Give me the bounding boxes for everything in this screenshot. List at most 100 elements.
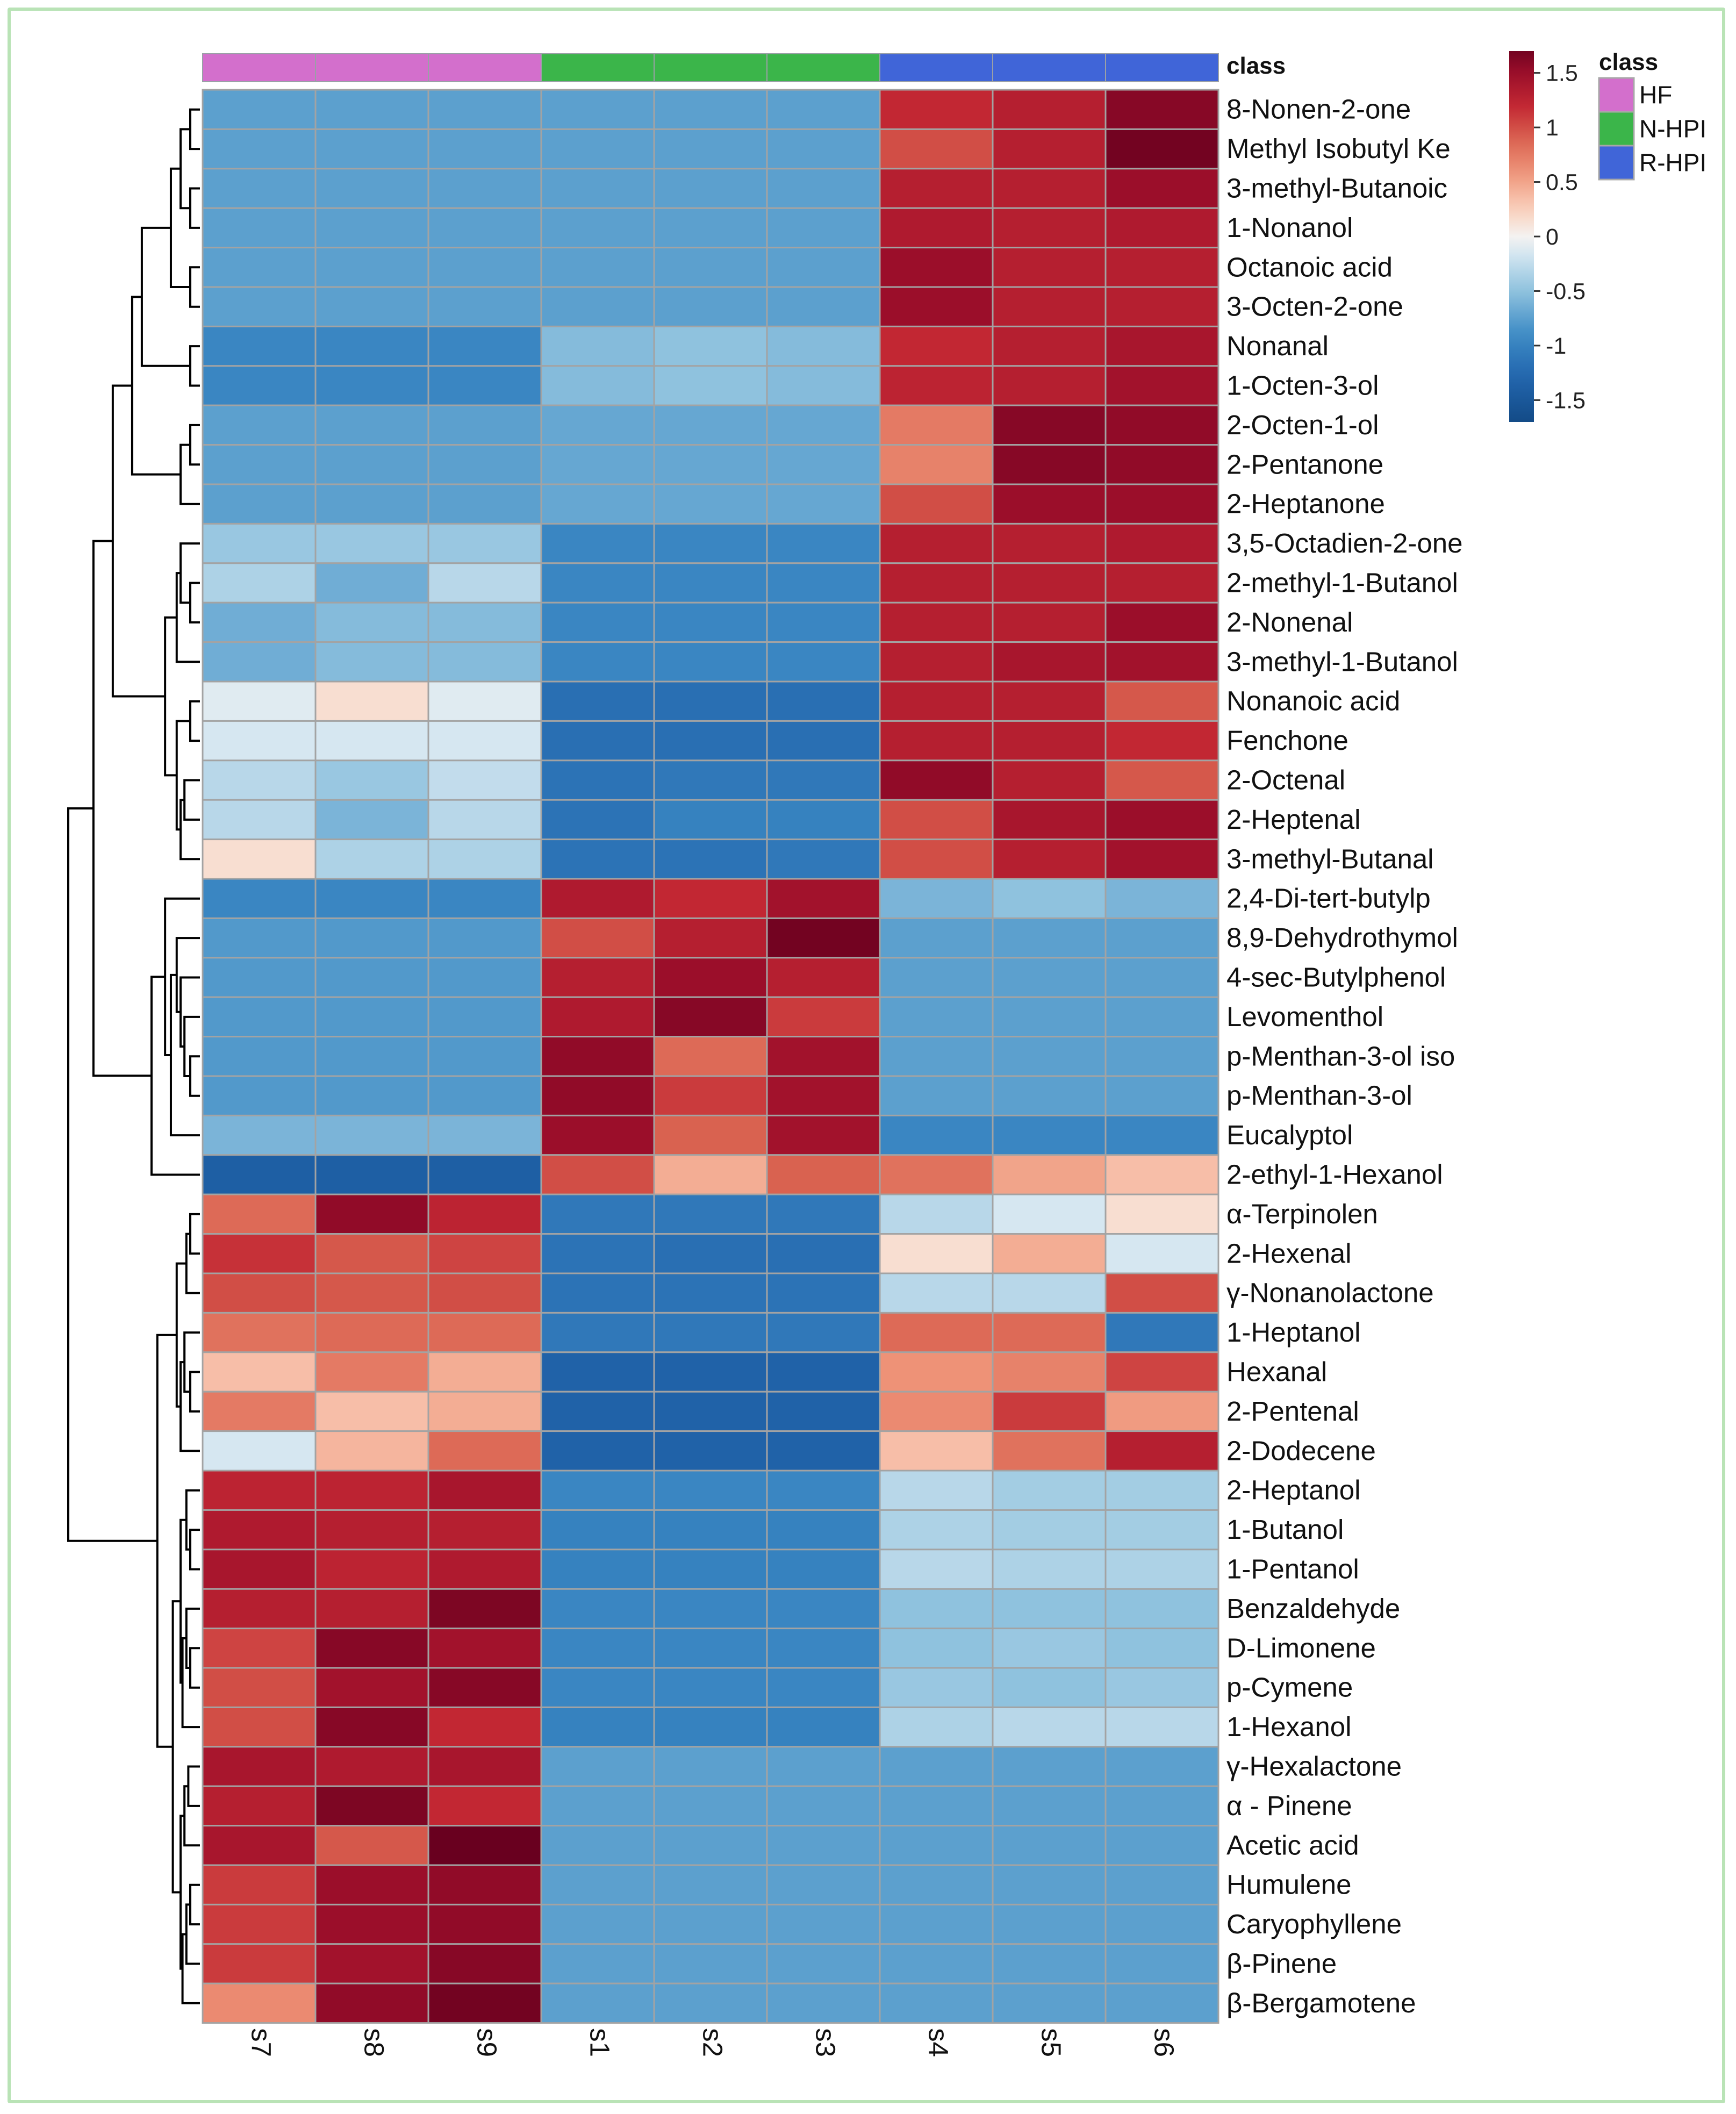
heatmap-cell	[653, 1549, 768, 1590]
heatmap-cell	[314, 1430, 429, 1472]
heatmap-cell	[1104, 404, 1219, 446]
heatmap-cell	[540, 878, 655, 919]
heatmap-cell	[766, 1470, 881, 1511]
heatmap-cell	[202, 720, 317, 762]
heatmap-cell	[427, 207, 542, 249]
heatmap-cell	[314, 957, 429, 998]
heatmap-cell	[992, 365, 1107, 406]
heatmap-cell	[202, 1549, 317, 1590]
heatmap-cell	[540, 1351, 655, 1393]
heatmap-cell	[202, 562, 317, 604]
heatmap-cell	[1104, 1903, 1219, 1945]
heatmap-cell	[540, 1628, 655, 1669]
heatmap-cell	[1104, 1982, 1219, 2024]
colorbar-tick-label: 0	[1546, 224, 1559, 250]
heatmap-cell	[427, 1746, 542, 1787]
heatmap-cell	[1104, 917, 1219, 959]
heatmap-cell	[653, 1154, 768, 1195]
heatmap-cell	[427, 1706, 542, 1748]
heatmap-cell	[1104, 720, 1219, 762]
heatmap-cell	[992, 799, 1107, 841]
heatmap-cell	[1104, 1312, 1219, 1353]
heatmap-cell	[1104, 1272, 1219, 1314]
heatmap-cell	[314, 1509, 429, 1551]
heatmap-cell	[879, 404, 994, 446]
heatmap-cell	[202, 247, 317, 288]
heatmap-cell	[314, 601, 429, 643]
heatmap-cell	[202, 1154, 317, 1195]
dendrogram-branch	[175, 1262, 186, 1408]
heatmap-cell	[1104, 1785, 1219, 1827]
heatmap-cell	[314, 1903, 429, 1945]
dendrogram-branch	[111, 384, 166, 698]
heatmap-cell	[1104, 1746, 1219, 1787]
heatmap-cell	[202, 1706, 317, 1748]
heatmap-cell	[992, 89, 1107, 130]
heatmap-cell	[202, 1272, 317, 1314]
heatmap-cell	[202, 839, 317, 880]
heatmap-cell	[879, 247, 994, 288]
heatmap-cell	[202, 917, 317, 959]
row-label: p-Cymene	[1226, 1672, 1353, 1703]
heatmap-cell	[202, 1193, 317, 1235]
heatmap-cell	[540, 1943, 655, 1984]
dendrogram-branch	[179, 976, 200, 1048]
heatmap-cell	[992, 1982, 1107, 2024]
heatmap-cell	[653, 1233, 768, 1274]
heatmap-cell	[653, 1628, 768, 1669]
heatmap-cell	[992, 1588, 1107, 1630]
heatmap-cell	[540, 1233, 655, 1274]
row-label: 3-Octen-2-one	[1226, 291, 1403, 322]
heatmap-cell	[202, 641, 317, 683]
heatmap-cell	[427, 917, 542, 959]
heatmap-cell	[766, 1903, 881, 1945]
heatmap-cell	[1104, 483, 1219, 525]
dendrogram-branch	[185, 1903, 200, 1965]
heatmap-cell	[653, 444, 768, 485]
heatmap-cell	[540, 996, 655, 1038]
heatmap-cell	[992, 1864, 1107, 1905]
heatmap-cell	[879, 1233, 994, 1274]
row-label: 2-ethyl-1-Hexanol	[1226, 1159, 1443, 1190]
heatmap-cell	[540, 1430, 655, 1472]
dendrogram-branch	[179, 128, 190, 210]
heatmap-cell	[766, 522, 881, 564]
heatmap-cell	[540, 1746, 655, 1787]
heatmap-cell	[653, 601, 768, 643]
heatmap-cell	[540, 1903, 655, 1945]
heatmap-cell	[427, 562, 542, 604]
heatmap-cell	[992, 1036, 1107, 1077]
heatmap-cell	[427, 128, 542, 170]
heatmap-cell	[879, 1114, 994, 1156]
heatmap-cell	[653, 1193, 768, 1235]
heatmap-cell	[992, 286, 1107, 327]
heatmap-cell	[653, 1588, 768, 1630]
heatmap-cell	[314, 286, 429, 327]
heatmap-cell	[992, 917, 1107, 959]
heatmap-cell	[879, 1667, 994, 1708]
heatmap-cell	[766, 1193, 881, 1235]
heatmap-cell	[202, 1746, 317, 1787]
row-label: D-Limonene	[1226, 1632, 1376, 1663]
heatmap-cell	[879, 799, 994, 841]
heatmap-cell	[766, 1588, 881, 1630]
heatmap-cell	[1104, 1351, 1219, 1393]
heatmap-cell	[314, 1272, 429, 1314]
class-annotation-cell	[1105, 53, 1219, 82]
heatmap-cell	[992, 1154, 1107, 1195]
heatmap-cell	[879, 562, 994, 604]
heatmap-cell	[540, 601, 655, 643]
heatmap-cell	[653, 996, 768, 1038]
heatmap-cell	[766, 404, 881, 446]
heatmap-cell	[427, 286, 542, 327]
dendrogram-branch	[179, 443, 200, 505]
dendrogram-branch	[179, 799, 200, 861]
heatmap-cell	[879, 207, 994, 249]
colorbar-tick-label: -1.5	[1546, 388, 1586, 413]
heatmap-cell	[766, 1312, 881, 1353]
row-label: 1-Heptanol	[1226, 1317, 1361, 1348]
heatmap-cell	[992, 483, 1107, 525]
heatmap-cell	[427, 1470, 542, 1511]
heatmap-cell	[653, 286, 768, 327]
heatmap-cell	[202, 1075, 317, 1116]
